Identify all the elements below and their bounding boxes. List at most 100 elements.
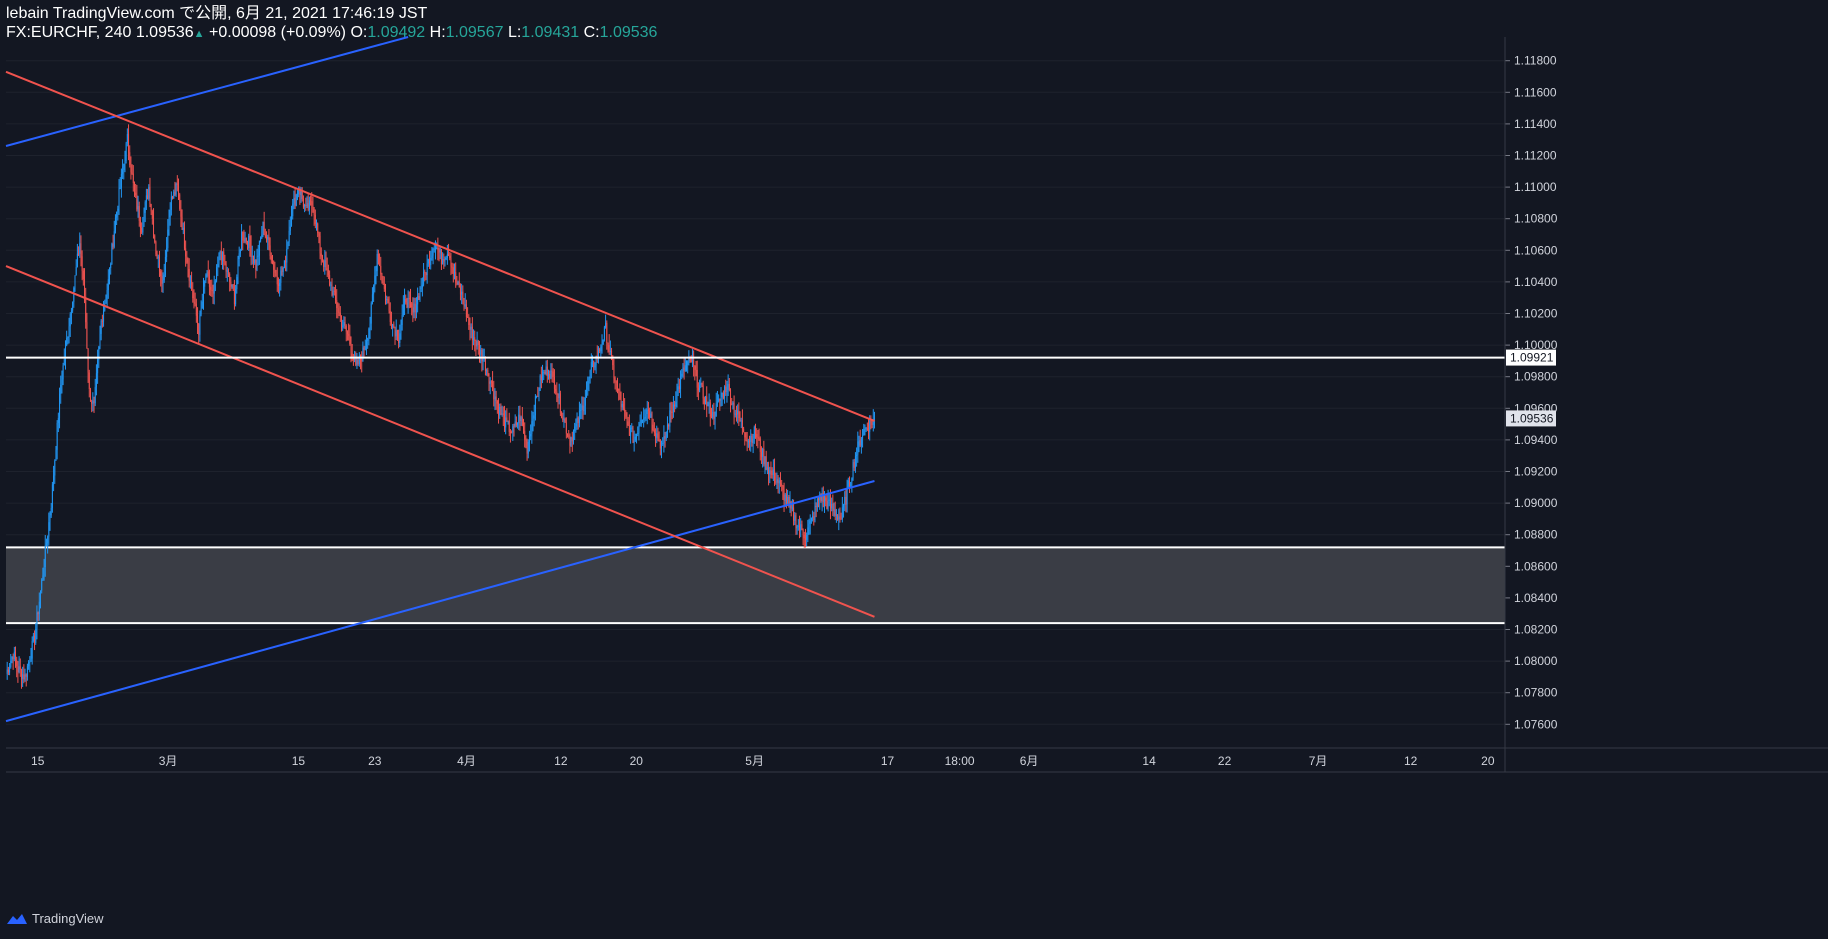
candle-body xyxy=(459,287,461,295)
candle-body xyxy=(383,283,385,289)
candle-body xyxy=(216,267,218,282)
candle-body xyxy=(587,380,589,390)
candle-body xyxy=(819,494,821,501)
candle-body xyxy=(151,211,153,219)
candle-body xyxy=(771,470,773,476)
candle-body xyxy=(807,527,809,535)
candle-body xyxy=(766,467,768,470)
candle-body xyxy=(162,280,164,284)
candle-body xyxy=(436,247,438,249)
candle-body xyxy=(695,369,697,371)
candle-body xyxy=(693,359,695,366)
candle-body xyxy=(271,260,273,262)
candle-body xyxy=(356,360,358,366)
candle-body xyxy=(747,441,749,443)
candle-body xyxy=(395,330,397,337)
candle-body xyxy=(853,462,855,468)
candle-body xyxy=(363,347,365,350)
candle-body xyxy=(296,194,298,196)
candle-body xyxy=(795,515,797,529)
candle-body xyxy=(578,410,580,423)
candle-body xyxy=(725,386,727,393)
candle-body xyxy=(305,205,307,207)
candle-body xyxy=(714,416,716,419)
candle-body xyxy=(862,434,864,439)
y-tick-label: 1.07600 xyxy=(1514,717,1558,731)
candle-body xyxy=(437,247,439,250)
candle-body xyxy=(738,410,740,419)
candle-body xyxy=(50,508,52,516)
candle-body xyxy=(394,327,396,337)
x-tick-label: 22 xyxy=(1218,754,1232,768)
candle-body xyxy=(319,235,321,254)
candle-body xyxy=(480,349,482,355)
candle-body xyxy=(16,659,18,667)
candle-body xyxy=(40,590,42,602)
candle-body xyxy=(556,391,558,395)
x-tick-label: 20 xyxy=(1481,754,1495,768)
candle-body xyxy=(438,249,440,253)
candle-body xyxy=(469,325,471,330)
candle-body xyxy=(803,535,805,539)
x-tick-label: 23 xyxy=(368,754,382,768)
candle-body xyxy=(223,251,225,262)
candle-body xyxy=(821,493,823,502)
x-tick-label: 20 xyxy=(630,754,644,768)
candle-body xyxy=(248,235,250,248)
candle-body xyxy=(219,251,221,254)
candle-body xyxy=(684,365,686,371)
candle-body xyxy=(672,404,674,412)
candle-body xyxy=(643,418,645,420)
drawings[interactable] xyxy=(5,36,1505,723)
candle-body xyxy=(156,254,158,259)
candle-body xyxy=(681,373,683,377)
candle-body xyxy=(558,393,560,399)
candle-body xyxy=(870,420,872,423)
candle-body xyxy=(386,299,388,301)
candle-body xyxy=(320,253,322,257)
candle-body xyxy=(136,195,138,210)
candle-body xyxy=(260,238,262,241)
candle-body xyxy=(856,454,858,457)
candle-body xyxy=(832,503,834,511)
candle-body xyxy=(79,243,81,254)
candle-body xyxy=(622,403,624,409)
candle-body xyxy=(544,372,546,375)
candle-body xyxy=(276,276,278,285)
candle-body xyxy=(312,205,314,209)
candle-body xyxy=(517,423,519,426)
candle-body xyxy=(574,426,576,432)
candle-body xyxy=(552,371,554,378)
candle-body xyxy=(404,298,406,305)
candle-body xyxy=(147,195,149,199)
candle-body xyxy=(804,538,806,540)
candle-body xyxy=(621,403,623,408)
candle-body xyxy=(344,322,346,326)
candle-body xyxy=(646,409,648,415)
candle-body xyxy=(816,498,818,507)
candle-body xyxy=(597,348,599,359)
candle-body xyxy=(15,651,17,660)
candle-body xyxy=(657,433,659,440)
candle-body xyxy=(197,315,199,324)
candle-body xyxy=(599,348,601,352)
candle-body xyxy=(785,494,787,504)
candle-body xyxy=(837,514,839,520)
tradingview-logo[interactable]: TradingView xyxy=(6,911,104,926)
candle-body xyxy=(105,299,107,304)
candle-body xyxy=(568,435,570,437)
candle-body xyxy=(446,254,448,258)
price-label: 1.09921 xyxy=(1510,351,1554,365)
candle-body xyxy=(37,612,39,615)
candle-body xyxy=(584,397,586,406)
candle-body xyxy=(220,251,222,261)
candle-body xyxy=(841,507,843,520)
candle-body xyxy=(346,331,348,335)
candle-body xyxy=(30,658,32,662)
candle-body xyxy=(494,396,496,400)
candle-body xyxy=(80,243,82,257)
candle-body xyxy=(448,254,450,256)
candle-body xyxy=(73,288,75,303)
candle-body xyxy=(801,524,803,530)
